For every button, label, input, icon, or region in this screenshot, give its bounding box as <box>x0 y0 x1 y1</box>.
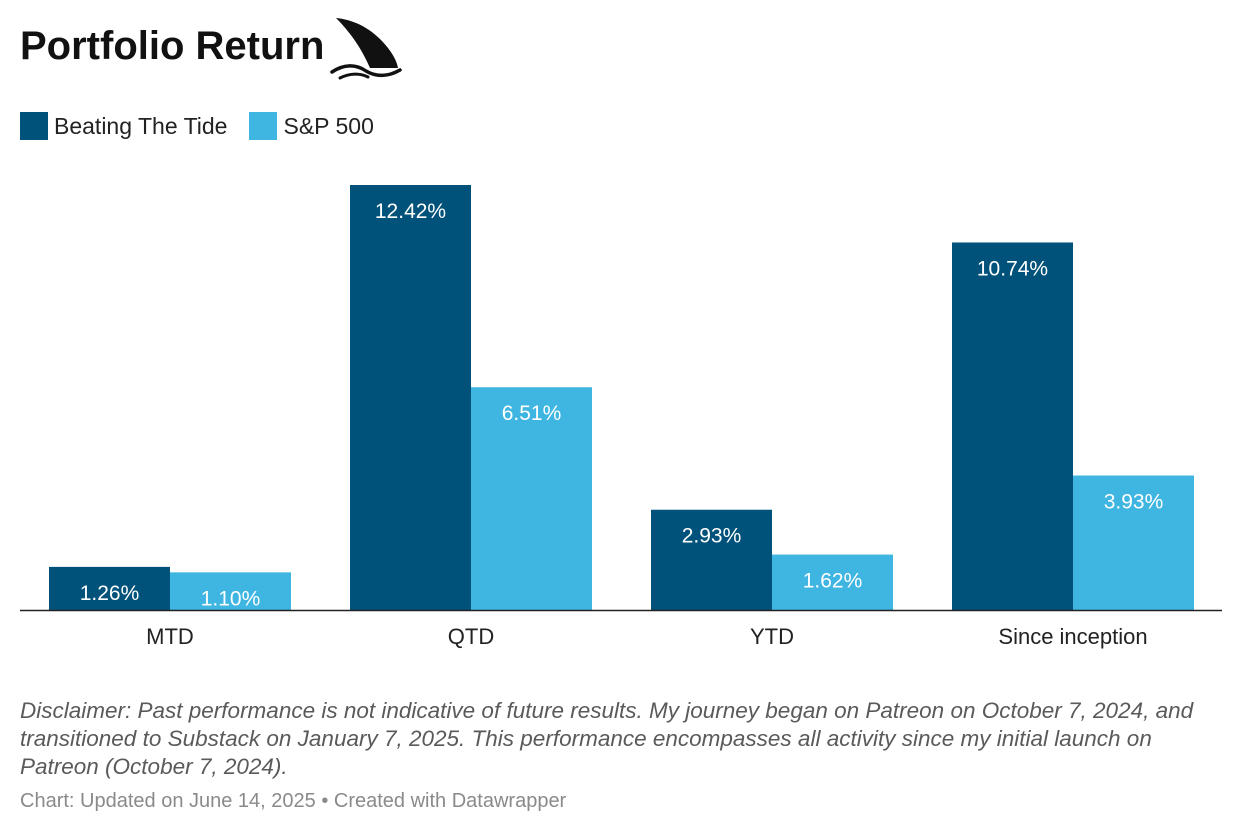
bar-qtd-series-2 <box>471 387 592 610</box>
bar-chart: 1.26% 1.10% MTD 12.42% 6.51% QTD 2.93% 1.62% YTD… <box>20 185 1222 649</box>
disclaimer: Disclaimer: Past performance is not indi… <box>20 698 1194 779</box>
bar-since-inception-series-1 <box>952 242 1073 610</box>
bar-mtd-series-1 <box>49 566 170 610</box>
legend-swatch-beating-the-tide <box>20 112 48 140</box>
data-label: 3.93% <box>1104 491 1164 514</box>
legend: Beating The Tide S&P 500 <box>20 112 374 140</box>
legend-label-sp500: S&P 500 <box>283 112 374 139</box>
bar-ytd-series-2 <box>772 554 893 610</box>
bar-mtd-series-2 <box>170 572 291 610</box>
legend-swatch-sp500 <box>249 112 278 140</box>
data-label: 2.93% <box>682 525 742 548</box>
x-tick-label: Since inception <box>998 624 1147 649</box>
legend-item-sp500: S&P 500 <box>249 112 374 140</box>
data-label: 12.42% <box>375 200 446 223</box>
data-label: 10.74% <box>977 257 1048 280</box>
data-label: 6.51% <box>502 402 562 425</box>
x-tick-label: MTD <box>146 624 194 649</box>
data-label: 1.26% <box>80 582 140 605</box>
title-row: Portfolio Return <box>20 14 404 80</box>
chart-credit: Chart: Updated on June 14, 2025 • Create… <box>20 790 567 812</box>
data-label: 1.62% <box>803 570 863 593</box>
legend-item-beating-the-tide: Beating The Tide <box>20 112 227 140</box>
bar-since-inception-series-2 <box>1073 475 1194 610</box>
x-tick-label: QTD <box>448 624 494 649</box>
bar-qtd-series-1 <box>350 185 471 610</box>
chart-title: Portfolio Return <box>20 24 325 68</box>
x-tick-label: YTD <box>750 624 794 649</box>
bar-ytd-series-1 <box>651 509 772 610</box>
data-label: 1.10% <box>201 587 261 610</box>
shark-fin-icon <box>330 18 403 80</box>
legend-label-beating-the-tide: Beating The Tide <box>54 112 228 139</box>
